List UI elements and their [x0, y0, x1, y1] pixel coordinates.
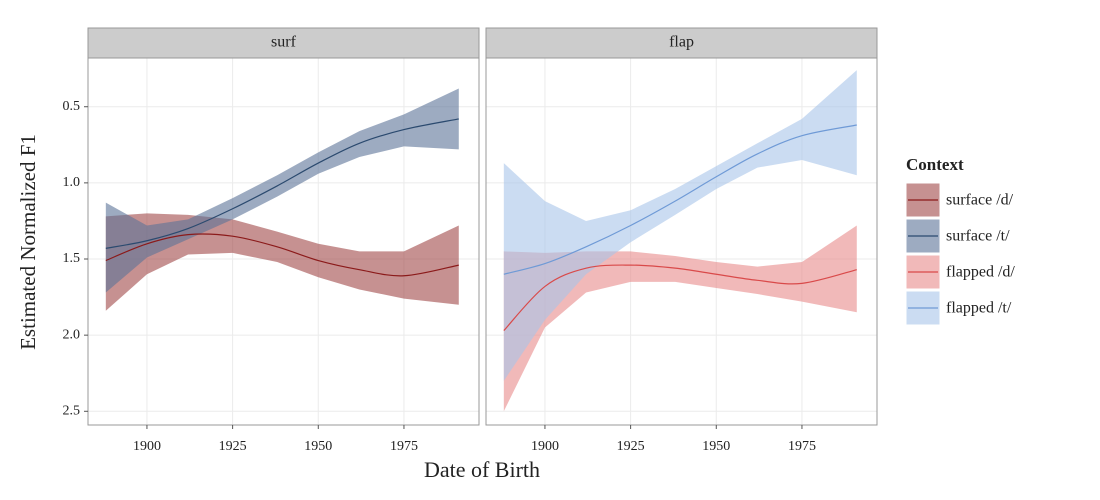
ribbon [503, 225, 857, 412]
x-tick-label: 1975 [788, 439, 816, 454]
legend-label: surface /t/ [946, 228, 1010, 245]
x-tick-label: 1925 [219, 439, 247, 454]
strip [87, 27, 480, 59]
legend-label: flapped /d/ [946, 264, 1015, 281]
legend-title: Context [906, 155, 964, 174]
x-tick-label: 1975 [390, 439, 418, 454]
panel-border [87, 57, 480, 426]
fit-line [105, 118, 459, 249]
legend-label: flapped /t/ [946, 300, 1012, 317]
legend-label: surface /d/ [946, 192, 1014, 209]
ribbon [503, 70, 857, 381]
fit-line [503, 264, 857, 331]
x-tick-label: 1950 [304, 439, 332, 454]
strip-label: surf [271, 34, 297, 51]
fit-line [503, 124, 857, 275]
fit-line [105, 233, 459, 277]
y-tick-label: 1.5 [63, 251, 81, 266]
strip [485, 27, 878, 59]
x-tick-label: 1900 [531, 439, 559, 454]
ribbon [105, 213, 459, 311]
x-tick-label: 1950 [702, 439, 730, 454]
strip-label: flap [669, 34, 694, 51]
y-tick-label: 2.0 [63, 327, 81, 342]
x-tick-label: 1925 [617, 439, 645, 454]
x-tick-label: 1900 [133, 439, 161, 454]
y-axis-title: Estimated Normalized F1 [16, 134, 40, 350]
x-axis-title: Date of Birth [424, 457, 540, 482]
y-tick-label: 1.0 [63, 175, 81, 190]
panel-border [485, 57, 878, 426]
y-tick-label: 0.5 [63, 99, 81, 114]
y-tick-label: 2.5 [63, 404, 81, 419]
